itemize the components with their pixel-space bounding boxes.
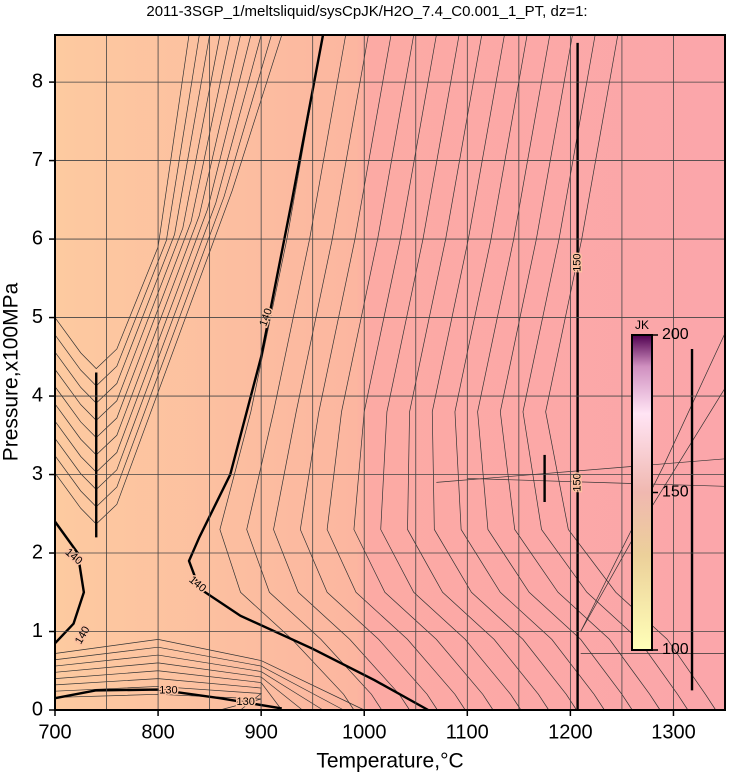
contour-line [380,34,522,711]
contour-line-bold [187,34,429,712]
y-axis-label: Pressure,x100MPa [0,282,23,461]
y-tick-label: 0 [32,698,43,720]
plot-frame [54,34,726,711]
y-tick-label: 3 [32,463,43,485]
contour-label: 130 [237,696,255,708]
contour-line [436,458,726,483]
x-tick-label: 800 [141,721,174,743]
plot-background [55,35,725,710]
contour-line [454,34,605,711]
contour-line-bold [54,520,86,645]
colorbar-label: JK [635,318,649,332]
y-tick-label: 1 [32,620,43,642]
y-tick-label: 2 [32,541,43,563]
contour-label: 130 [159,684,177,696]
contour-line [246,34,383,711]
contour-line [431,34,577,711]
colorbar-tick-label: 150 [662,484,689,501]
contour-line [219,34,355,711]
contour-line [499,34,661,711]
x-tick-label: 1100 [446,721,489,743]
contour-line [522,34,689,711]
contour-line [477,34,633,711]
x-tick-label: 1000 [342,721,387,743]
colorbar-tick-label: 200 [662,326,689,343]
contour-line [407,34,550,711]
x-tick-label: 700 [38,721,71,743]
chart-title: 2011-3SGP_1/meltsliquid/sysCpJK/H2O_7.4_… [146,3,587,20]
x-tick-label: 1300 [651,721,696,743]
contour-line [545,34,717,711]
y-tick-label: 7 [32,149,43,171]
x-tick-label: 900 [244,721,277,743]
contour-line [299,34,438,711]
x-tick-label: 1200 [548,721,593,743]
contour-line [353,34,494,711]
y-tick-label: 5 [32,306,43,328]
contour-label: 150 [572,253,584,271]
colorbar [631,334,653,651]
y-tick-label: 8 [32,70,43,92]
contour-label: 150 [572,473,584,491]
y-tick-label: 6 [32,227,43,249]
contour-line [326,34,466,711]
contour-line [467,478,726,487]
y-tick-label: 4 [32,384,43,406]
contour-line [580,333,726,632]
x-axis-label: Temperature,°C [316,750,463,773]
contour-line [273,34,410,711]
colorbar-tick-label: 100 [662,641,689,658]
